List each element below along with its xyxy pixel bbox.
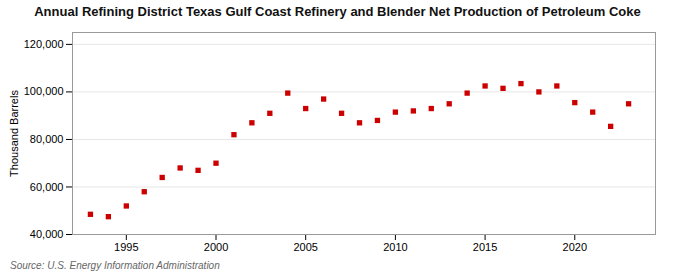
- svg-text:2015: 2015: [473, 242, 497, 254]
- svg-text:Thousand Barrels: Thousand Barrels: [8, 90, 20, 177]
- svg-text:80,000: 80,000: [30, 133, 64, 145]
- svg-text:60,000: 60,000: [30, 181, 64, 193]
- html-text:Annual Refining District Texas: Annual Refining District Texas Gulf Coas…: [34, 4, 641, 19]
- svg-text:120,000: 120,000: [24, 38, 64, 50]
- svg-text:2010: 2010: [383, 242, 407, 254]
- svg-text:2005: 2005: [293, 242, 317, 254]
- svg-text:40,000: 40,000: [30, 228, 64, 240]
- svg-text:1995: 1995: [114, 242, 138, 254]
- svg-text:100,000: 100,000: [24, 86, 64, 98]
- svg-text:2020: 2020: [563, 242, 587, 254]
- html-text:Source: U.S. Energy Informatio: Source: U.S. Energy Information Administ…: [10, 260, 220, 272]
- svg-text:2000: 2000: [204, 242, 228, 254]
